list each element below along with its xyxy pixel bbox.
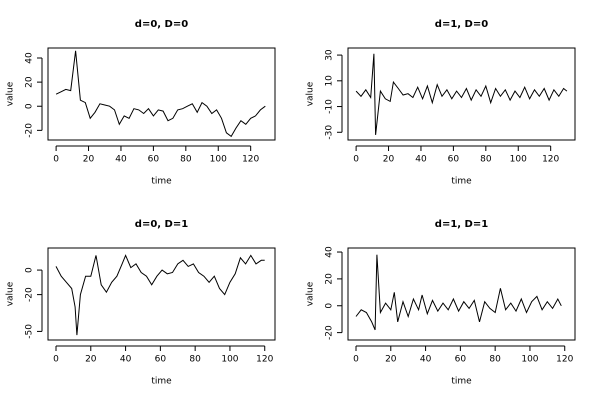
x-tick-label: 0 xyxy=(353,155,359,165)
data-line xyxy=(355,254,562,331)
x-tick-label: 80 xyxy=(180,155,192,165)
chart-title: d=0, D=1 xyxy=(135,219,188,230)
y-tick-label: 40 xyxy=(325,246,335,258)
x-tick-label: 0 xyxy=(53,155,59,165)
x-tick-label: 40 xyxy=(115,155,127,165)
x-tick-label: 60 xyxy=(148,155,160,165)
x-tick-label: 80 xyxy=(480,155,492,165)
x-tick-label: 20 xyxy=(85,355,97,365)
x-tick-label: 80 xyxy=(489,355,501,365)
x-tick-label: 20 xyxy=(383,155,395,165)
x-tick-label: 60 xyxy=(155,355,167,365)
data-line xyxy=(355,53,568,135)
plot-box xyxy=(347,47,576,141)
y-axis-label: value xyxy=(306,281,316,306)
chart-title: d=0, D=0 xyxy=(135,19,188,30)
x-tick-label: 40 xyxy=(415,155,427,165)
y-axis-label: value xyxy=(306,81,316,106)
x-tick-label: 120 xyxy=(542,155,559,165)
x-tick-label: 20 xyxy=(385,355,397,365)
x-tick-label: 100 xyxy=(510,155,527,165)
y-tick-label: 20 xyxy=(25,76,35,88)
plot-box xyxy=(47,47,276,141)
plot-box xyxy=(47,247,276,341)
y-tick-label: -50 xyxy=(25,324,35,339)
x-tick-label: 40 xyxy=(420,355,432,365)
y-tick-label: 20 xyxy=(325,273,335,285)
y-tick-label: 0 xyxy=(25,103,35,109)
y-tick-label: -20 xyxy=(25,123,35,138)
x-tick-label: 60 xyxy=(455,355,467,365)
x-tick-label: 120 xyxy=(242,155,259,165)
data-line xyxy=(55,254,265,336)
data-line xyxy=(55,50,266,138)
chart-title: d=1, D=1 xyxy=(435,219,488,230)
y-axis-label: value xyxy=(6,281,16,306)
y-tick-label: -30 xyxy=(325,125,335,140)
y-tick-label: -20 xyxy=(325,325,335,340)
x-tick-label: 0 xyxy=(353,355,359,365)
y-tick-label: 10 xyxy=(325,75,335,87)
x-tick-label: 20 xyxy=(83,155,95,165)
x-tick-label: 100 xyxy=(521,355,538,365)
x-axis-label: time xyxy=(151,377,172,387)
x-tick-label: 60 xyxy=(448,155,460,165)
y-tick-label: -10 xyxy=(325,99,335,114)
x-tick-label: 0 xyxy=(53,355,59,365)
x-axis-label: time xyxy=(451,377,472,387)
x-tick-label: 100 xyxy=(221,355,238,365)
x-axis-label: time xyxy=(451,177,472,187)
x-tick-label: 80 xyxy=(189,355,201,365)
y-tick-label: 0 xyxy=(25,267,35,273)
y-tick-label: -20 xyxy=(25,287,35,302)
y-axis-label: value xyxy=(6,81,16,106)
y-tick-label: 30 xyxy=(325,49,335,61)
x-tick-label: 120 xyxy=(256,355,273,365)
y-tick-label: 40 xyxy=(25,52,35,64)
x-tick-label: 120 xyxy=(556,355,573,365)
x-tick-label: 100 xyxy=(210,155,227,165)
chart-title: d=1, D=0 xyxy=(435,19,488,30)
plot-box xyxy=(347,247,576,341)
x-axis-label: time xyxy=(151,177,172,187)
y-tick-label: 0 xyxy=(325,303,335,309)
x-tick-label: 40 xyxy=(120,355,132,365)
